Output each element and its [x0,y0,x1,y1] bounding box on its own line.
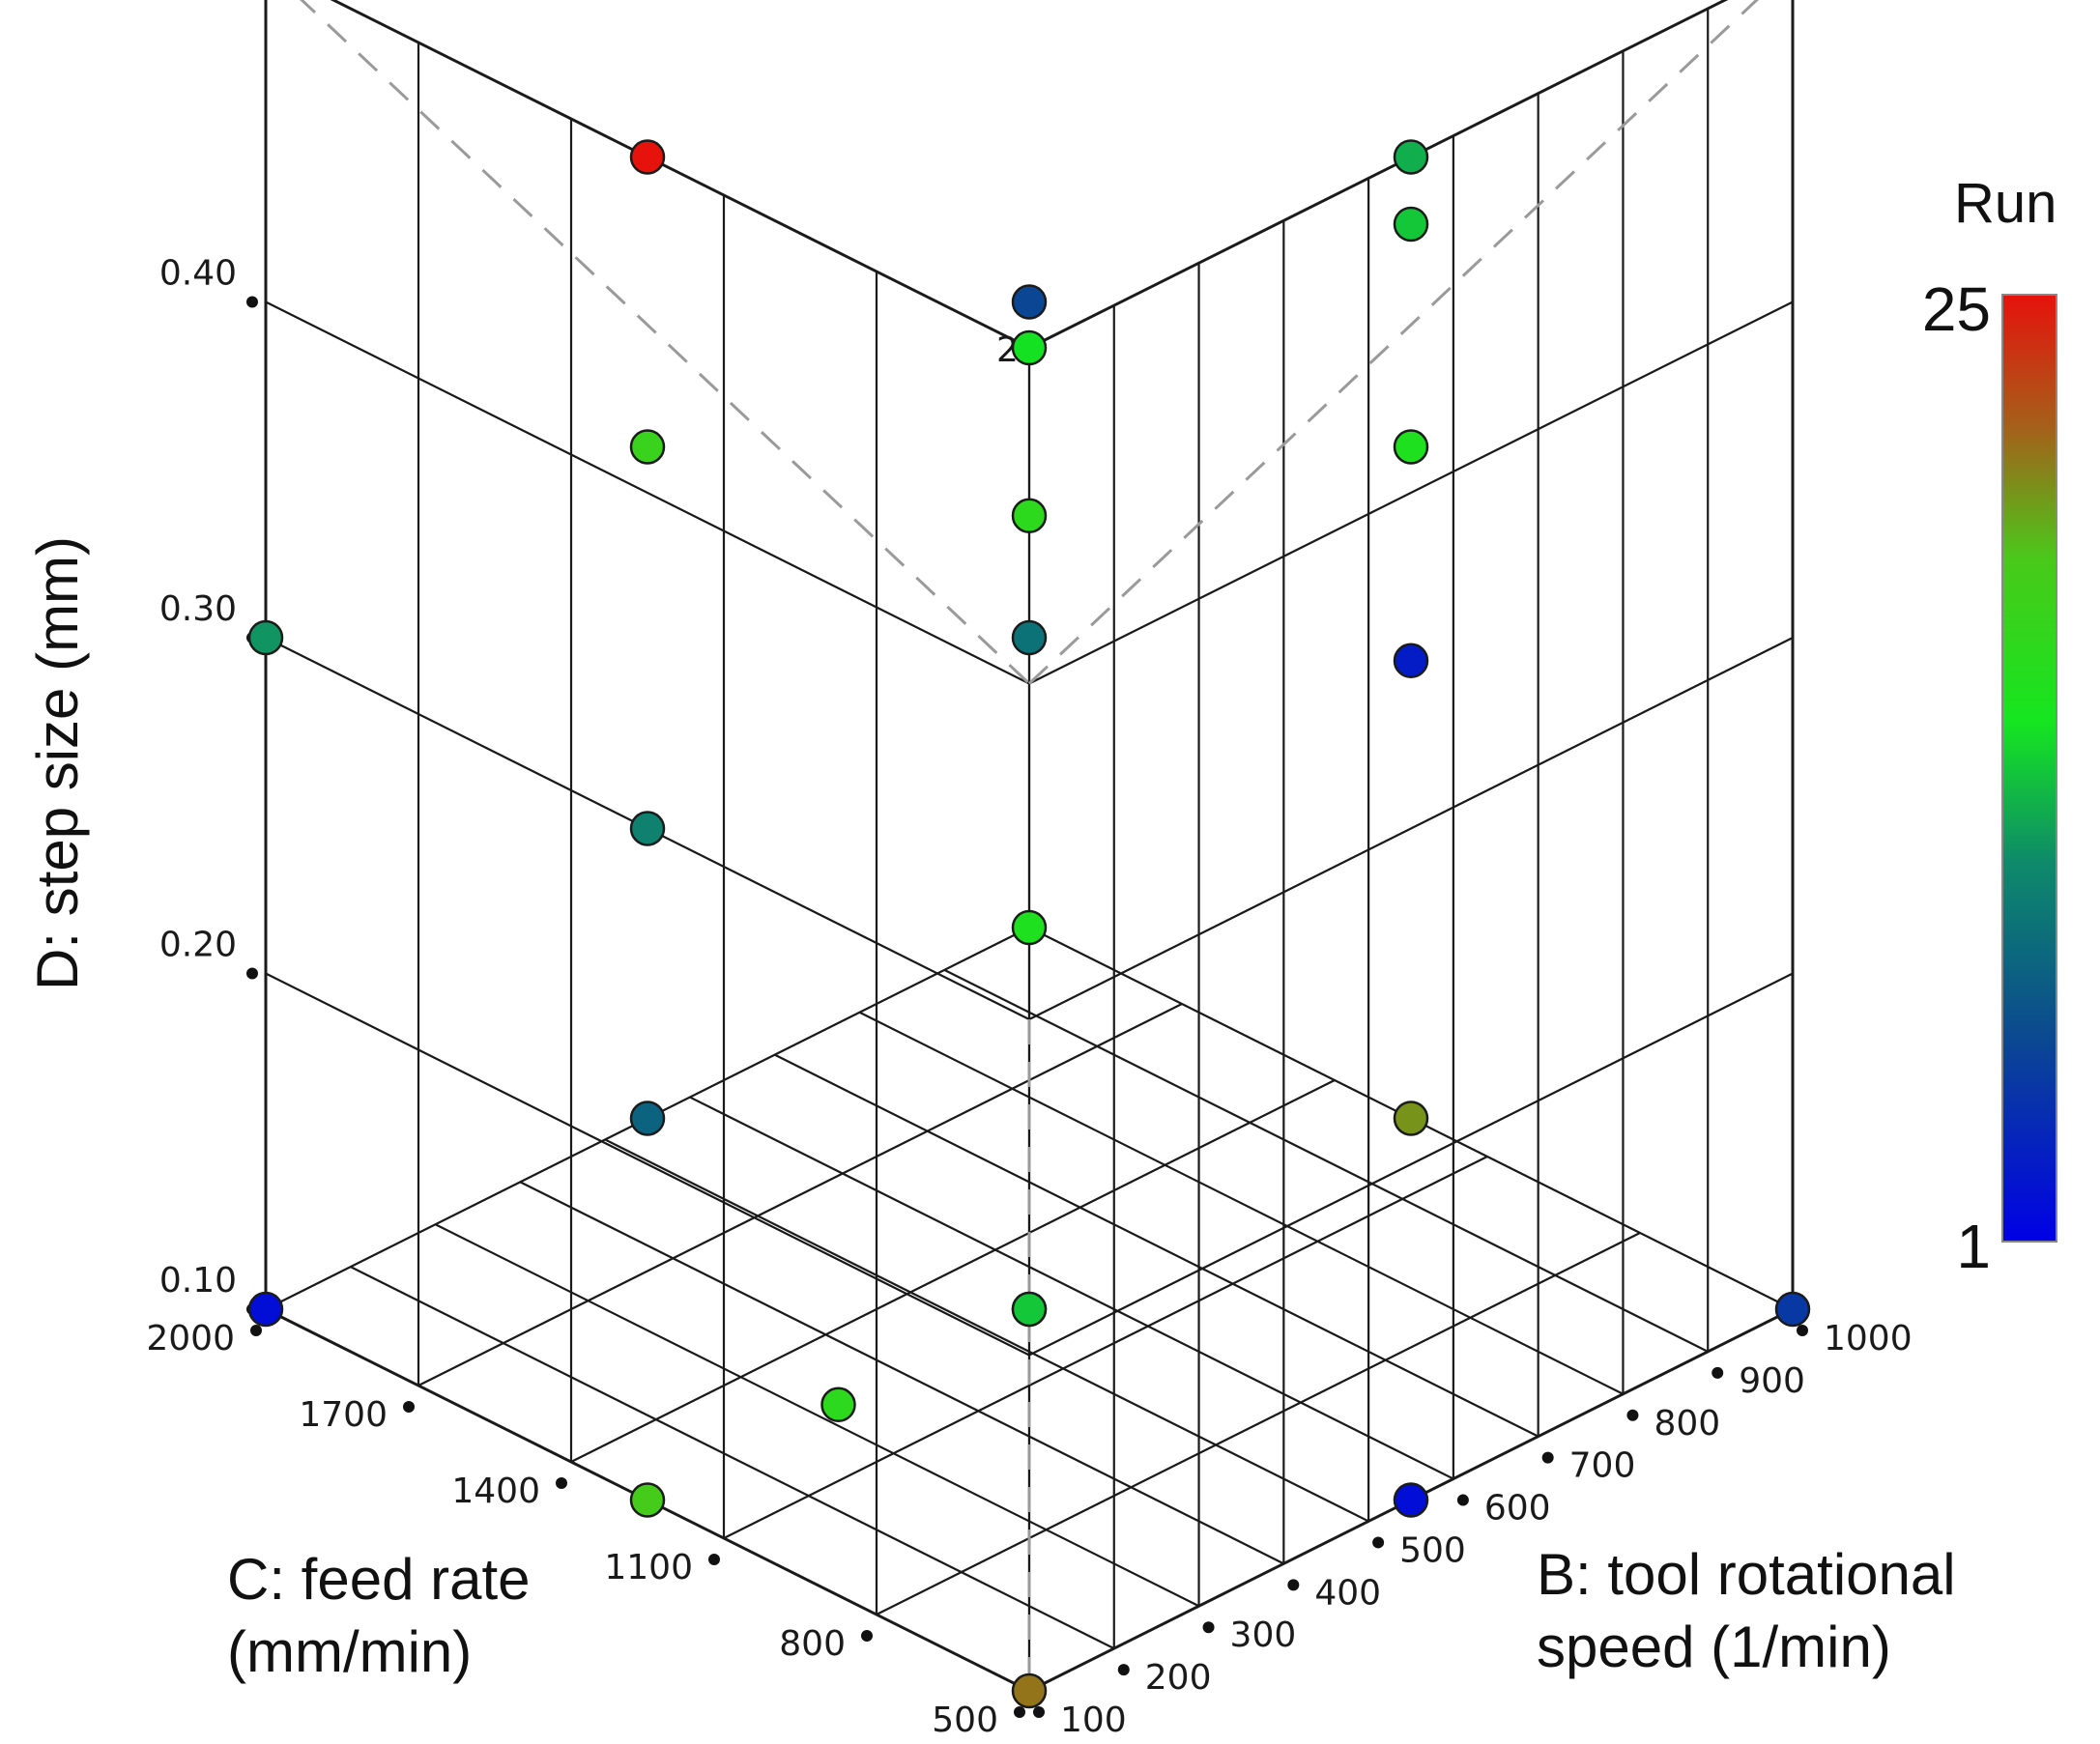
floor-grid-line [435,1223,1200,1608]
y-tick-label: 2000 [146,1319,235,1358]
floor-grid-line [689,1096,1454,1480]
y-tick-label: 800 [779,1624,846,1664]
data-point [629,1101,666,1136]
colorbar: Run 25 1 [1922,172,2057,1281]
data-point [1011,619,1048,656]
x-tick-label: 600 [1484,1489,1551,1529]
x-axis-label-line1: B: tool rotational [1537,1542,1956,1607]
data-point [1011,1673,1048,1709]
floor-grid-line [858,1011,1624,1395]
floor-grid-line [943,968,1709,1353]
data-point [1011,284,1048,320]
y-tick-mark [861,1630,873,1642]
x-tick-mark [1541,1451,1554,1464]
data-point [1011,498,1048,533]
data-points [247,139,1811,1709]
x-tick-label: 300 [1230,1615,1297,1655]
colorbar-gradient [2001,294,2057,1243]
z-tick-mark [246,296,258,308]
data-point [1393,139,1429,175]
y-tick-label: 1400 [451,1472,540,1511]
x-tick-mark [1117,1664,1130,1676]
wall-grid-line [1028,972,1794,1357]
floor-grid-line [723,1156,1488,1539]
data-point [629,811,666,846]
data-point [1011,329,1048,366]
y-tick-mark [1014,1706,1025,1718]
x-tick-mark [1287,1579,1300,1591]
x-tick-mark [1372,1536,1385,1549]
data-point [1393,206,1429,243]
stray-tick-label: 2 [996,330,1019,370]
tick-labels: 0.100.200.300.400.5050080011001400170020… [146,254,1913,1741]
wall-grid-line [1028,637,1794,1020]
x-tick-label: 700 [1569,1446,1636,1486]
data-point [629,1482,666,1518]
y-tick-label: 500 [932,1701,998,1740]
z-tick-mark [246,967,258,980]
reference-dashed-line [300,0,1031,685]
floor-grid-line [876,1232,1641,1615]
grid-layer [264,0,1795,1693]
data-point [629,139,666,175]
x-tick-mark [1712,1366,1724,1379]
y-tick-mark [556,1477,567,1489]
colorbar-min-label: 1 [1956,1212,1991,1281]
floor-grid-line [774,1053,1539,1438]
wall-grid-line [1028,300,1794,685]
y-axis-label-line2: (mm/min) [227,1619,472,1684]
data-point [1393,429,1429,465]
x-tick-label: 800 [1654,1404,1720,1444]
data-point [1393,1101,1429,1136]
x-axis-label-line2: speed (1/min) [1537,1615,1891,1679]
x-tick-mark [1202,1621,1215,1634]
data-point [1011,1291,1048,1328]
data-point [1393,1482,1429,1518]
z-tick-label: 0.40 [159,254,237,294]
floor-grid-line [604,1138,1369,1523]
wall-grid-line [265,972,1030,1357]
data-point [1011,909,1048,946]
y-tick-mark [250,1325,262,1336]
floor-grid-line [417,1003,1183,1387]
x-tick-label: 900 [1739,1361,1805,1401]
data-point [247,1291,284,1328]
data-point [820,1387,856,1422]
x-tick-mark [1626,1409,1639,1421]
data-point [1393,643,1429,678]
data-point [1774,1291,1811,1328]
x-tick-label: 1000 [1824,1319,1913,1358]
x-tick-label: 400 [1314,1573,1381,1613]
colorbar-max-label: 25 [1922,274,1991,344]
colorbar-title: Run [1954,172,2057,235]
y-tick-mark [708,1554,720,1565]
y-tick-label: 1100 [604,1548,693,1587]
floor-grid-line [570,1079,1336,1463]
x-tick-mark [1033,1706,1045,1718]
z-tick-label: 0.30 [159,589,237,629]
z-tick-label: 0.20 [159,926,237,965]
data-point [247,619,284,656]
z-axis-label: D: step size (mm) [25,536,90,990]
y-axis-label-line1: C: feed rate [227,1547,531,1612]
y-tick-label: 1700 [299,1395,388,1435]
x-tick-label: 200 [1145,1658,1212,1698]
x-tick-mark [1456,1494,1469,1506]
floor-grid-line [350,1266,1115,1650]
x-tick-label: 100 [1060,1701,1127,1740]
reference-dashed-line [1027,0,1759,685]
z-tick-label: 0.10 [159,1261,237,1301]
wall-grid-line [265,300,1030,685]
y-tick-mark [403,1401,415,1413]
data-point [629,429,666,465]
x-tick-label: 500 [1399,1530,1466,1570]
floor-grid-line [519,1181,1284,1565]
x-tick-mark [1797,1325,1808,1336]
